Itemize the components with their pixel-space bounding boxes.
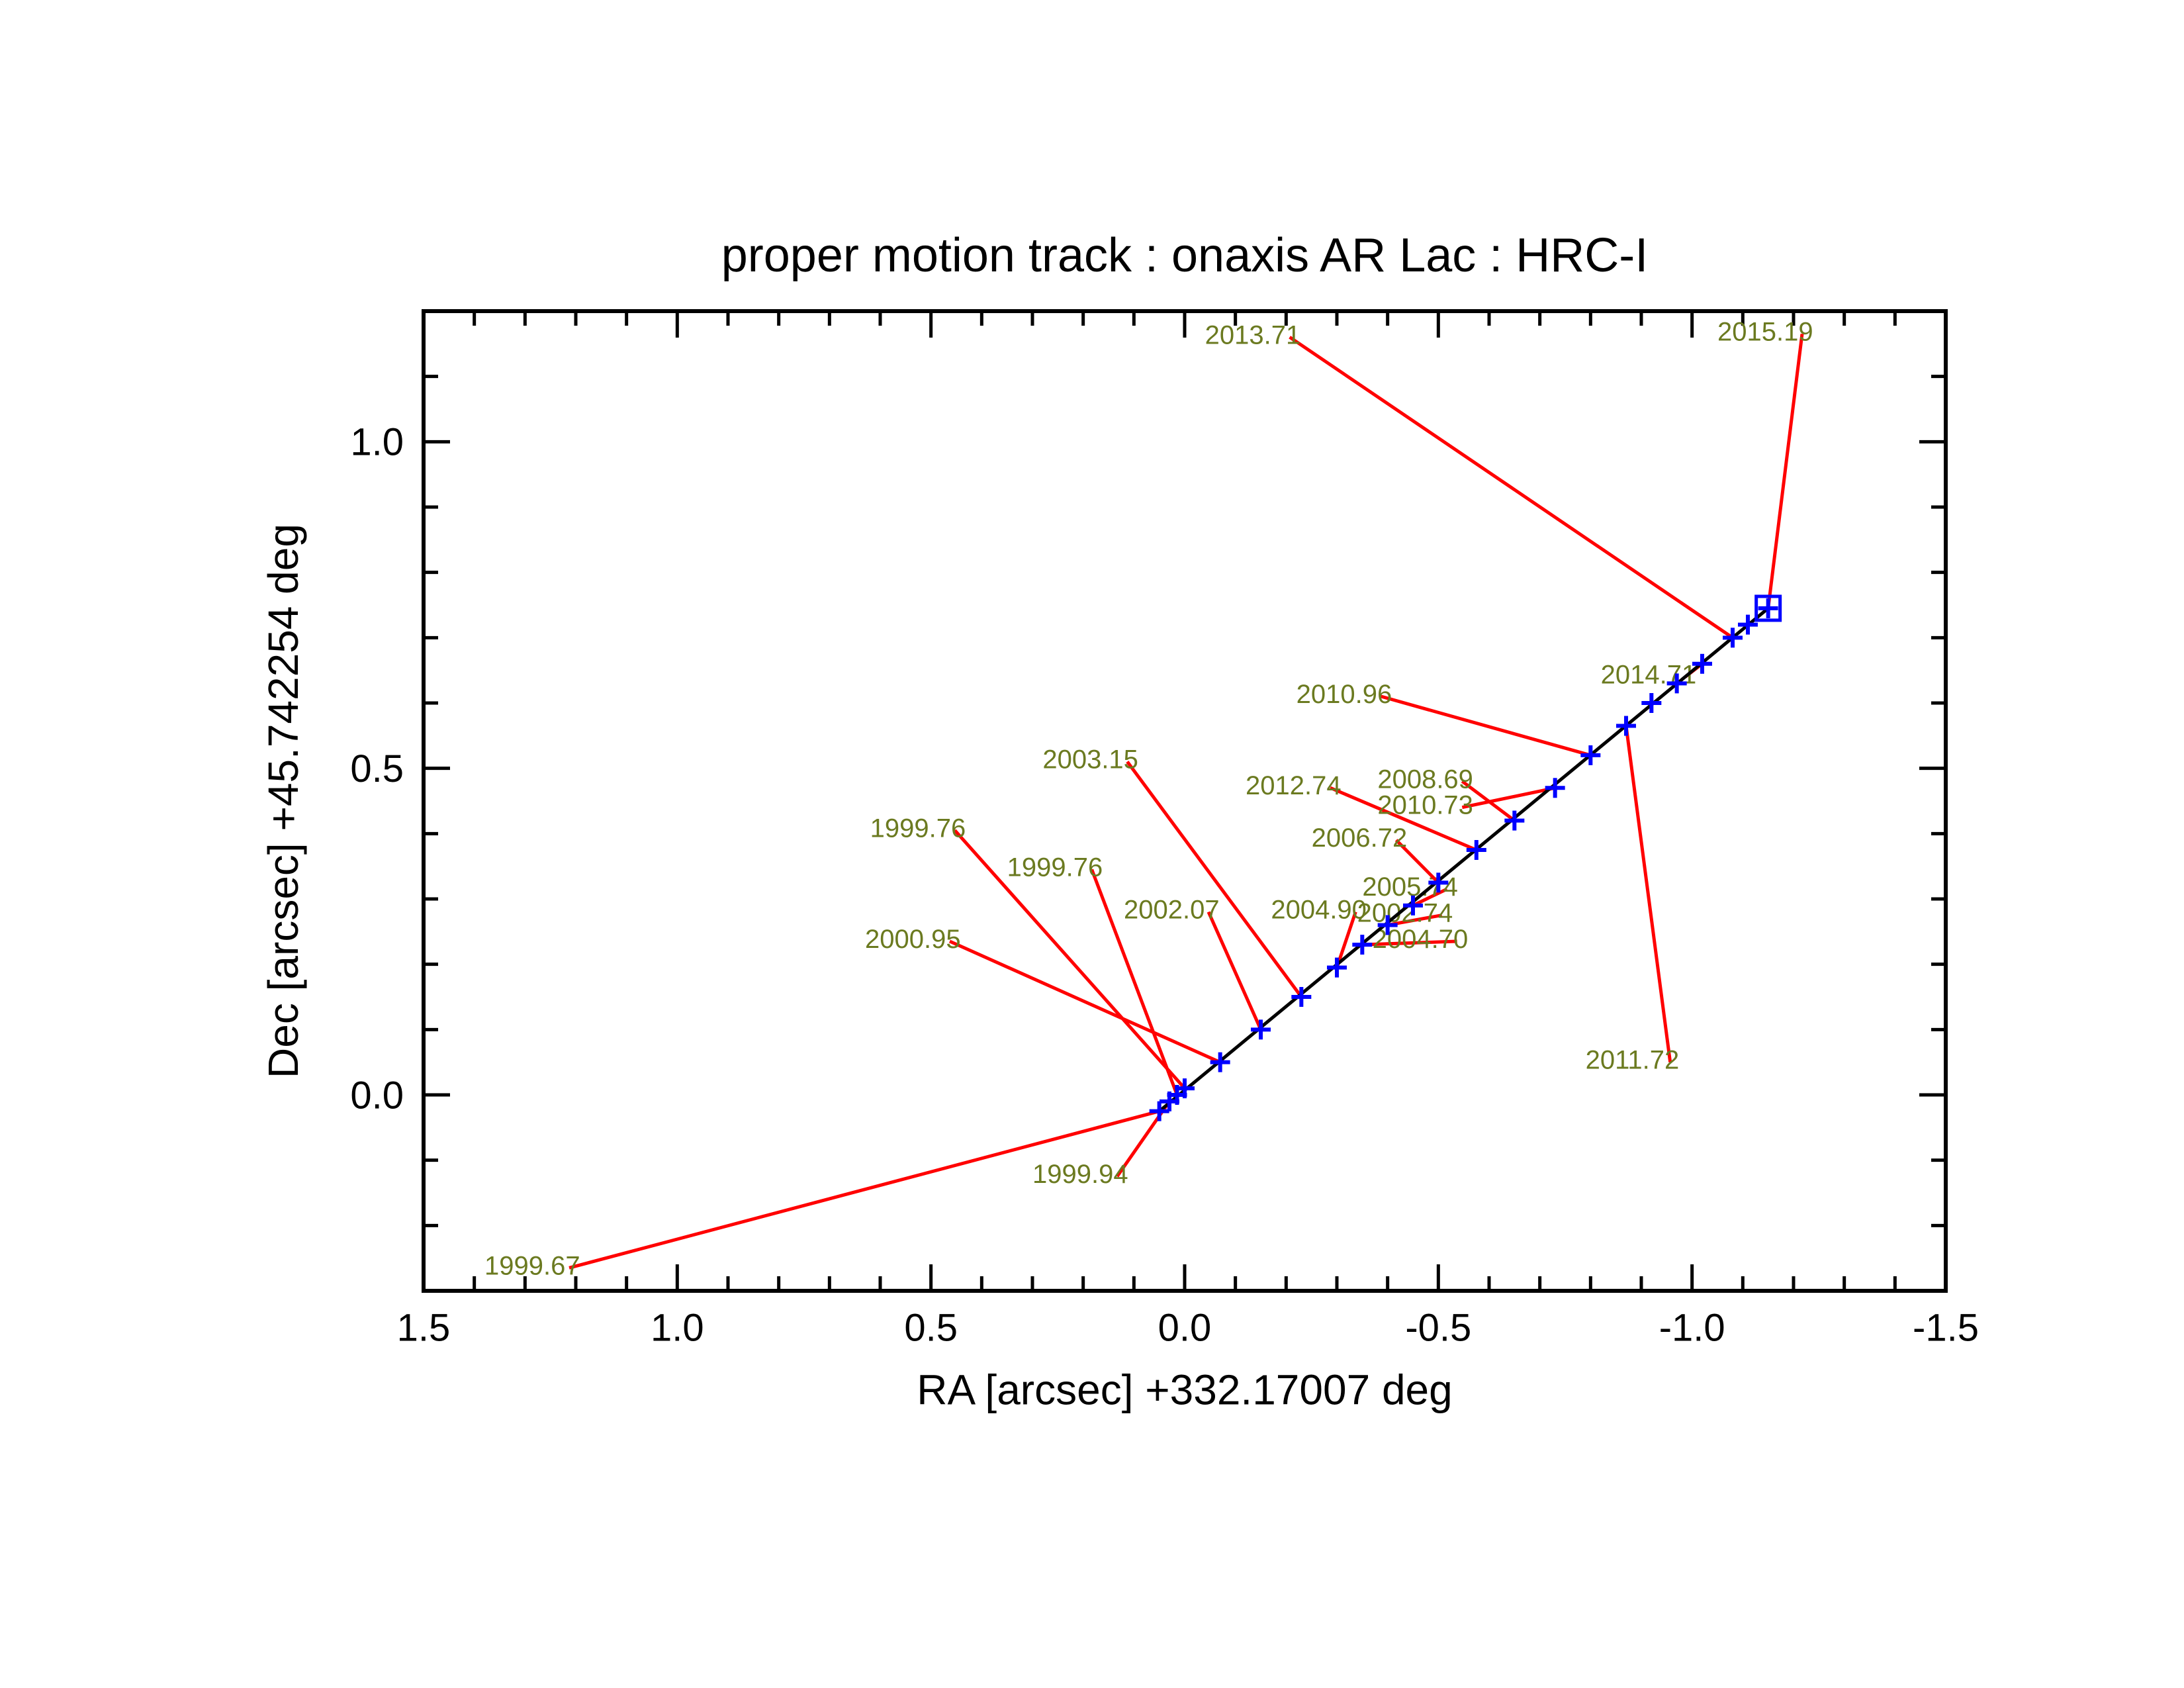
y-axis-label: Dec [arcsec] +45.742254 deg <box>259 524 307 1078</box>
epoch-label: 2015.19 <box>1717 317 1813 346</box>
epoch-label: 2002.07 <box>1124 896 1220 925</box>
epoch-label: 1999.76 <box>1007 853 1103 882</box>
epoch-label: 2006.72 <box>1312 823 1408 853</box>
epoch-label: 1999.76 <box>870 814 966 843</box>
svg-text:0.0: 0.0 <box>350 1074 404 1117</box>
epoch-label: 1999.67 <box>484 1251 580 1280</box>
epoch-label: 2003.15 <box>1042 745 1138 774</box>
svg-text:-1.5: -1.5 <box>1913 1306 1979 1349</box>
epoch-label: 2013.71 <box>1205 320 1301 350</box>
epoch-label: 2010.73 <box>1377 791 1473 820</box>
chart-root: 1.5 1.0 0.5 0.0 -0.5 -1.0 -1.5 0.0 0.5 1.0 RA [arc… <box>0 0 2184 1688</box>
svg-text:1.5: 1.5 <box>397 1306 451 1349</box>
svg-text:-0.5: -0.5 <box>1405 1306 1471 1349</box>
epoch-label: 2010.96 <box>1297 680 1392 709</box>
svg-text:1.0: 1.0 <box>350 421 404 464</box>
epoch-label: 2011.72 <box>1586 1046 1680 1075</box>
svg-text:0.5: 0.5 <box>904 1306 958 1349</box>
epoch-label: 1999.94 <box>1032 1160 1128 1189</box>
chart-title: proper motion track : onaxis AR Lac : HR… <box>721 229 1649 282</box>
svg-text:-1.0: -1.0 <box>1659 1306 1725 1349</box>
epoch-label: 2012.74 <box>1246 771 1342 800</box>
svg-text:0.0: 0.0 <box>1158 1306 1212 1349</box>
epoch-label: 2000.95 <box>865 925 961 954</box>
epoch-label: 2004.90 <box>1271 896 1367 925</box>
x-axis-label: RA [arcsec] +332.17007 deg <box>917 1366 1452 1413</box>
epoch-label: 2008.69 <box>1377 765 1473 794</box>
svg-text:0.5: 0.5 <box>350 747 404 790</box>
svg-text:1.0: 1.0 <box>651 1306 704 1349</box>
epoch-label: 2002.74 <box>1357 899 1453 928</box>
